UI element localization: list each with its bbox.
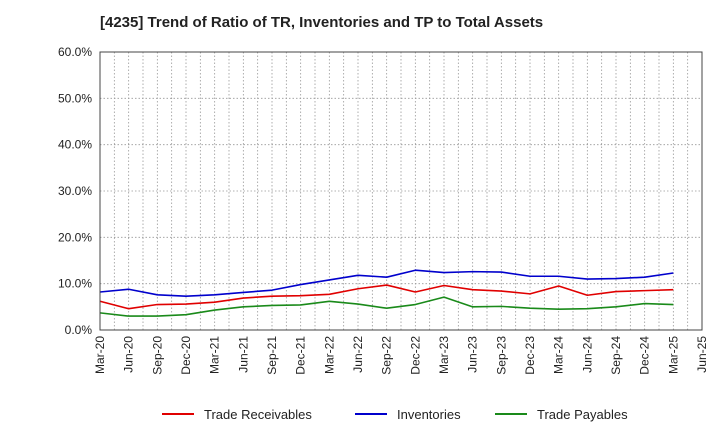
legend-label: Trade Receivables xyxy=(204,407,312,422)
y-tick-label: 10.0% xyxy=(58,277,92,291)
y-tick-label: 20.0% xyxy=(58,230,92,244)
x-tick-label: Mar-24 xyxy=(552,336,566,374)
x-tick-label: Jun-21 xyxy=(236,336,250,373)
x-tick-label: Sep-21 xyxy=(265,336,279,375)
x-tick-label: Mar-25 xyxy=(666,336,680,374)
x-tick-label: Jun-23 xyxy=(466,336,480,373)
x-tick-label: Sep-22 xyxy=(380,336,394,375)
y-tick-label: 0.0% xyxy=(65,323,93,337)
x-tick-label: Sep-23 xyxy=(494,336,508,375)
x-tick-label: Dec-23 xyxy=(523,336,537,375)
series-line-trade-payables xyxy=(99,296,674,317)
x-tick-label: Dec-22 xyxy=(408,336,422,375)
x-tick-label: Jun-24 xyxy=(580,336,594,373)
legend: Trade Receivables Inventories Trade Payabl… xyxy=(162,407,628,422)
x-tick-label: Mar-20 xyxy=(93,336,107,374)
x-tick-label: Sep-20 xyxy=(150,336,164,375)
y-tick-label: 50.0% xyxy=(58,91,92,105)
y-tick-label: 40.0% xyxy=(58,138,92,152)
x-tick-label: Dec-20 xyxy=(179,336,193,375)
legend-label: Trade Payables xyxy=(537,407,628,422)
series-line-inventories xyxy=(99,269,674,297)
series-lines xyxy=(99,269,674,317)
legend-label: Inventories xyxy=(397,407,461,422)
x-tick-label: Jun-22 xyxy=(351,336,365,373)
x-tick-labels: Mar-20 Jun-20 Sep-20 Dec-20 Mar-21 Jun-21 Sep-… xyxy=(93,336,709,375)
x-tick-label: Mar-22 xyxy=(322,336,336,374)
x-tick-label: Jun-25 xyxy=(695,336,709,373)
y-tick-label: 30.0% xyxy=(58,184,92,198)
series-line-trade-receivables xyxy=(99,284,674,310)
x-tick-label: Dec-21 xyxy=(294,336,308,375)
plot-frame xyxy=(99,51,703,331)
x-tick-label: Jun-20 xyxy=(122,336,136,373)
y-tick-label: 60.0% xyxy=(58,45,92,59)
x-tick-label: Sep-24 xyxy=(609,336,623,375)
chart-title: [4235] Trend of Ratio of TR, Inventories… xyxy=(100,14,544,31)
x-tick-label: Mar-23 xyxy=(437,336,451,374)
x-tick-label: Mar-21 xyxy=(208,336,222,374)
x-tick-label: Dec-24 xyxy=(638,336,652,375)
y-tick-labels: 0.0% 10.0% 20.0% 30.0% 40.0% 50.0% 60.0% xyxy=(58,45,92,337)
